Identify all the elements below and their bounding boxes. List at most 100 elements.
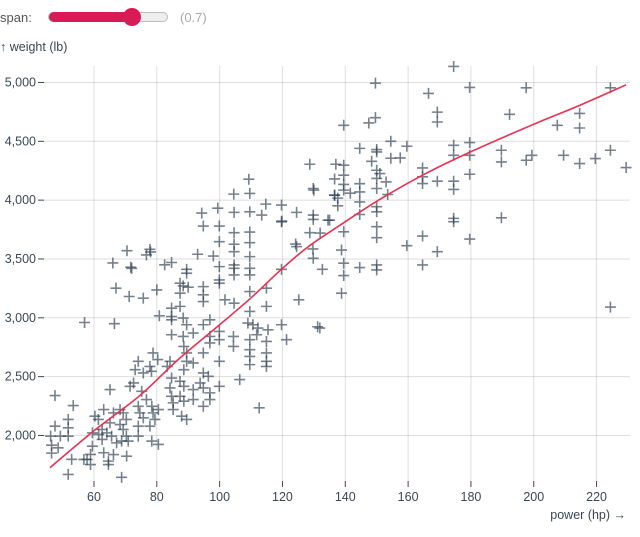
data-point <box>290 238 302 250</box>
data-point <box>197 319 209 331</box>
data-point <box>187 357 199 369</box>
data-point <box>228 269 240 281</box>
data-point <box>192 248 204 260</box>
data-point <box>338 184 350 196</box>
data-point <box>423 87 435 99</box>
data-point <box>574 158 586 170</box>
span-value: (0.7) <box>180 9 207 25</box>
data-point <box>371 264 383 276</box>
data-point <box>256 209 268 221</box>
data-point <box>316 263 328 275</box>
data-point <box>228 188 240 200</box>
x-tick-label: 180 <box>461 490 482 504</box>
data-point <box>124 380 136 392</box>
data-point <box>197 400 209 412</box>
data-point <box>228 227 240 239</box>
data-point <box>137 412 149 424</box>
data-point <box>330 158 342 170</box>
data-point <box>204 314 216 326</box>
data-point <box>137 292 149 304</box>
data-point <box>234 374 246 386</box>
data-point <box>45 430 57 442</box>
data-point <box>213 355 225 367</box>
data-point <box>291 206 303 218</box>
data-point <box>251 329 263 341</box>
data-point <box>166 256 178 268</box>
data-point <box>332 192 344 204</box>
data-point <box>380 176 392 188</box>
span-label: span: <box>0 9 32 25</box>
data-point <box>244 334 256 346</box>
data-point <box>464 81 476 93</box>
data-point <box>213 236 225 248</box>
data-point <box>276 319 288 331</box>
data-point <box>123 291 135 303</box>
data-point <box>244 237 256 249</box>
data-point <box>281 334 293 346</box>
data-point <box>213 380 225 392</box>
data-point <box>166 329 178 341</box>
data-point <box>574 122 586 134</box>
data-point <box>174 287 186 299</box>
data-point <box>244 251 256 263</box>
data-point <box>366 155 378 167</box>
data-point <box>244 359 256 371</box>
data-point <box>304 158 316 170</box>
data-point <box>244 187 256 199</box>
data-point <box>111 437 123 449</box>
data-point <box>338 119 350 131</box>
data-point <box>166 314 178 326</box>
x-tick-label: 140 <box>335 490 356 504</box>
data-point <box>181 355 193 367</box>
data-point <box>354 262 366 274</box>
data-point <box>336 287 348 299</box>
x-tick-label: 100 <box>209 490 230 504</box>
data-point <box>197 296 209 308</box>
data-point <box>228 297 240 309</box>
data-point <box>177 330 189 342</box>
data-point <box>164 355 176 367</box>
data-point <box>464 233 476 245</box>
data-point <box>371 146 383 158</box>
data-point <box>394 152 406 164</box>
data-point <box>448 60 460 72</box>
data-point <box>227 330 239 342</box>
data-point <box>314 322 326 334</box>
x-tick-label: 120 <box>272 490 293 504</box>
data-point <box>354 186 366 198</box>
span-slider[interactable] <box>48 8 168 26</box>
points <box>45 60 632 483</box>
data-point <box>145 365 157 377</box>
data-point <box>152 404 164 416</box>
y-axis-label: ↑ weight (lb) <box>0 40 67 54</box>
data-point <box>385 135 397 147</box>
data-point <box>336 244 348 256</box>
x-tick-label: 80 <box>150 490 164 504</box>
data-point <box>178 340 190 352</box>
data-point <box>252 322 264 334</box>
data-point <box>244 286 256 298</box>
data-point <box>98 404 110 416</box>
data-point <box>207 250 219 262</box>
data-point <box>62 468 74 480</box>
data-point <box>108 318 120 330</box>
data-point <box>363 117 375 129</box>
data-point <box>243 173 255 185</box>
data-point <box>144 420 156 432</box>
data-point <box>149 413 161 425</box>
data-point <box>219 294 231 306</box>
grid <box>44 66 630 481</box>
data-point <box>308 184 320 196</box>
span-slider-thumb[interactable] <box>122 8 141 26</box>
data-point <box>371 232 383 244</box>
data-point <box>85 448 97 460</box>
data-point <box>354 196 366 208</box>
data-point <box>187 384 199 396</box>
data-point <box>166 372 178 384</box>
data-point <box>276 215 288 227</box>
data-point <box>132 420 144 432</box>
data-point <box>204 394 216 406</box>
y-tick-label: 5,000 <box>5 75 36 89</box>
data-point <box>120 413 132 425</box>
